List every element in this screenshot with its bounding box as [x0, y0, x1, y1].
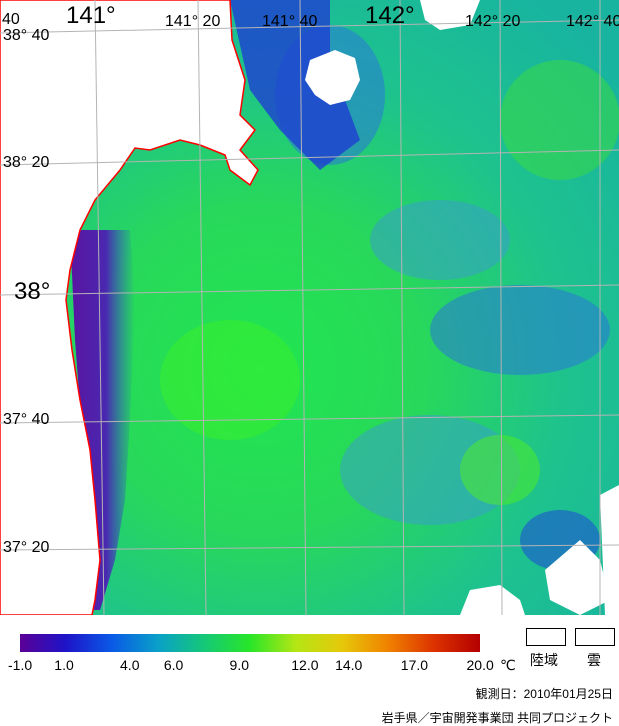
land-legend-label: 陸域 [530, 652, 558, 668]
colorbar-tick-label: -1.0 [8, 657, 33, 673]
temperature-colorbar [20, 634, 480, 652]
warm-patches [160, 60, 619, 505]
colorbar-tick-label: 20.0 [466, 657, 494, 673]
graticule [0, 0, 619, 615]
cloud-patch-south [460, 585, 525, 615]
credit-line: 岩手県／宇宙開発事業団 共同プロジェクト [381, 711, 613, 725]
north-cold-band [230, 0, 360, 170]
colorbar-tick-label: 1.0 [54, 657, 74, 673]
lat-label-38-20: 38° 20 [3, 154, 50, 171]
colorbar-tick-label: 12.0 [291, 657, 319, 673]
land-legend-swatch [526, 628, 566, 646]
lon-label-142-20: 142° 20 [465, 13, 521, 30]
sst-map [0, 0, 619, 615]
lon-label-140-40: 40 [2, 11, 20, 28]
colorbar-tick-label: 6.0 [163, 657, 184, 673]
cloud-legend-label: 雲 [587, 652, 601, 668]
cloud-patch-southeast [545, 540, 610, 615]
lat-label-38-40: 38° 40 [3, 27, 50, 44]
lat-label-37-20: 37° 20 [3, 539, 50, 556]
lon-label-141-40: 141° 40 [262, 13, 318, 30]
cloud-patch-north-right [420, 0, 480, 30]
observation-date: 観測日：2010年01月25日 [475, 687, 613, 701]
unit-label: ℃ [500, 657, 516, 673]
lon-label-142-40: 142° 40 [566, 14, 619, 30]
lon-label-141-20: 141° 20 [165, 13, 221, 30]
lat-label-38: 38° [14, 278, 51, 305]
land-area [0, 0, 259, 615]
colorbar-tick-label: 4.0 [120, 657, 140, 673]
colorbar-tick-label: 9.0 [229, 657, 250, 673]
lon-label-142: 142° [365, 2, 415, 29]
cloud-legend-swatch [575, 628, 615, 646]
colorbar-tick-label: 17.0 [400, 657, 429, 673]
lat-label-37-40: 37° 40 [3, 411, 50, 428]
cloud-patch-east [600, 485, 619, 615]
colorbar-tick-label: 14.0 [335, 657, 363, 673]
lon-label-141: 141° [66, 2, 116, 29]
cloud-patch-north [305, 50, 360, 105]
